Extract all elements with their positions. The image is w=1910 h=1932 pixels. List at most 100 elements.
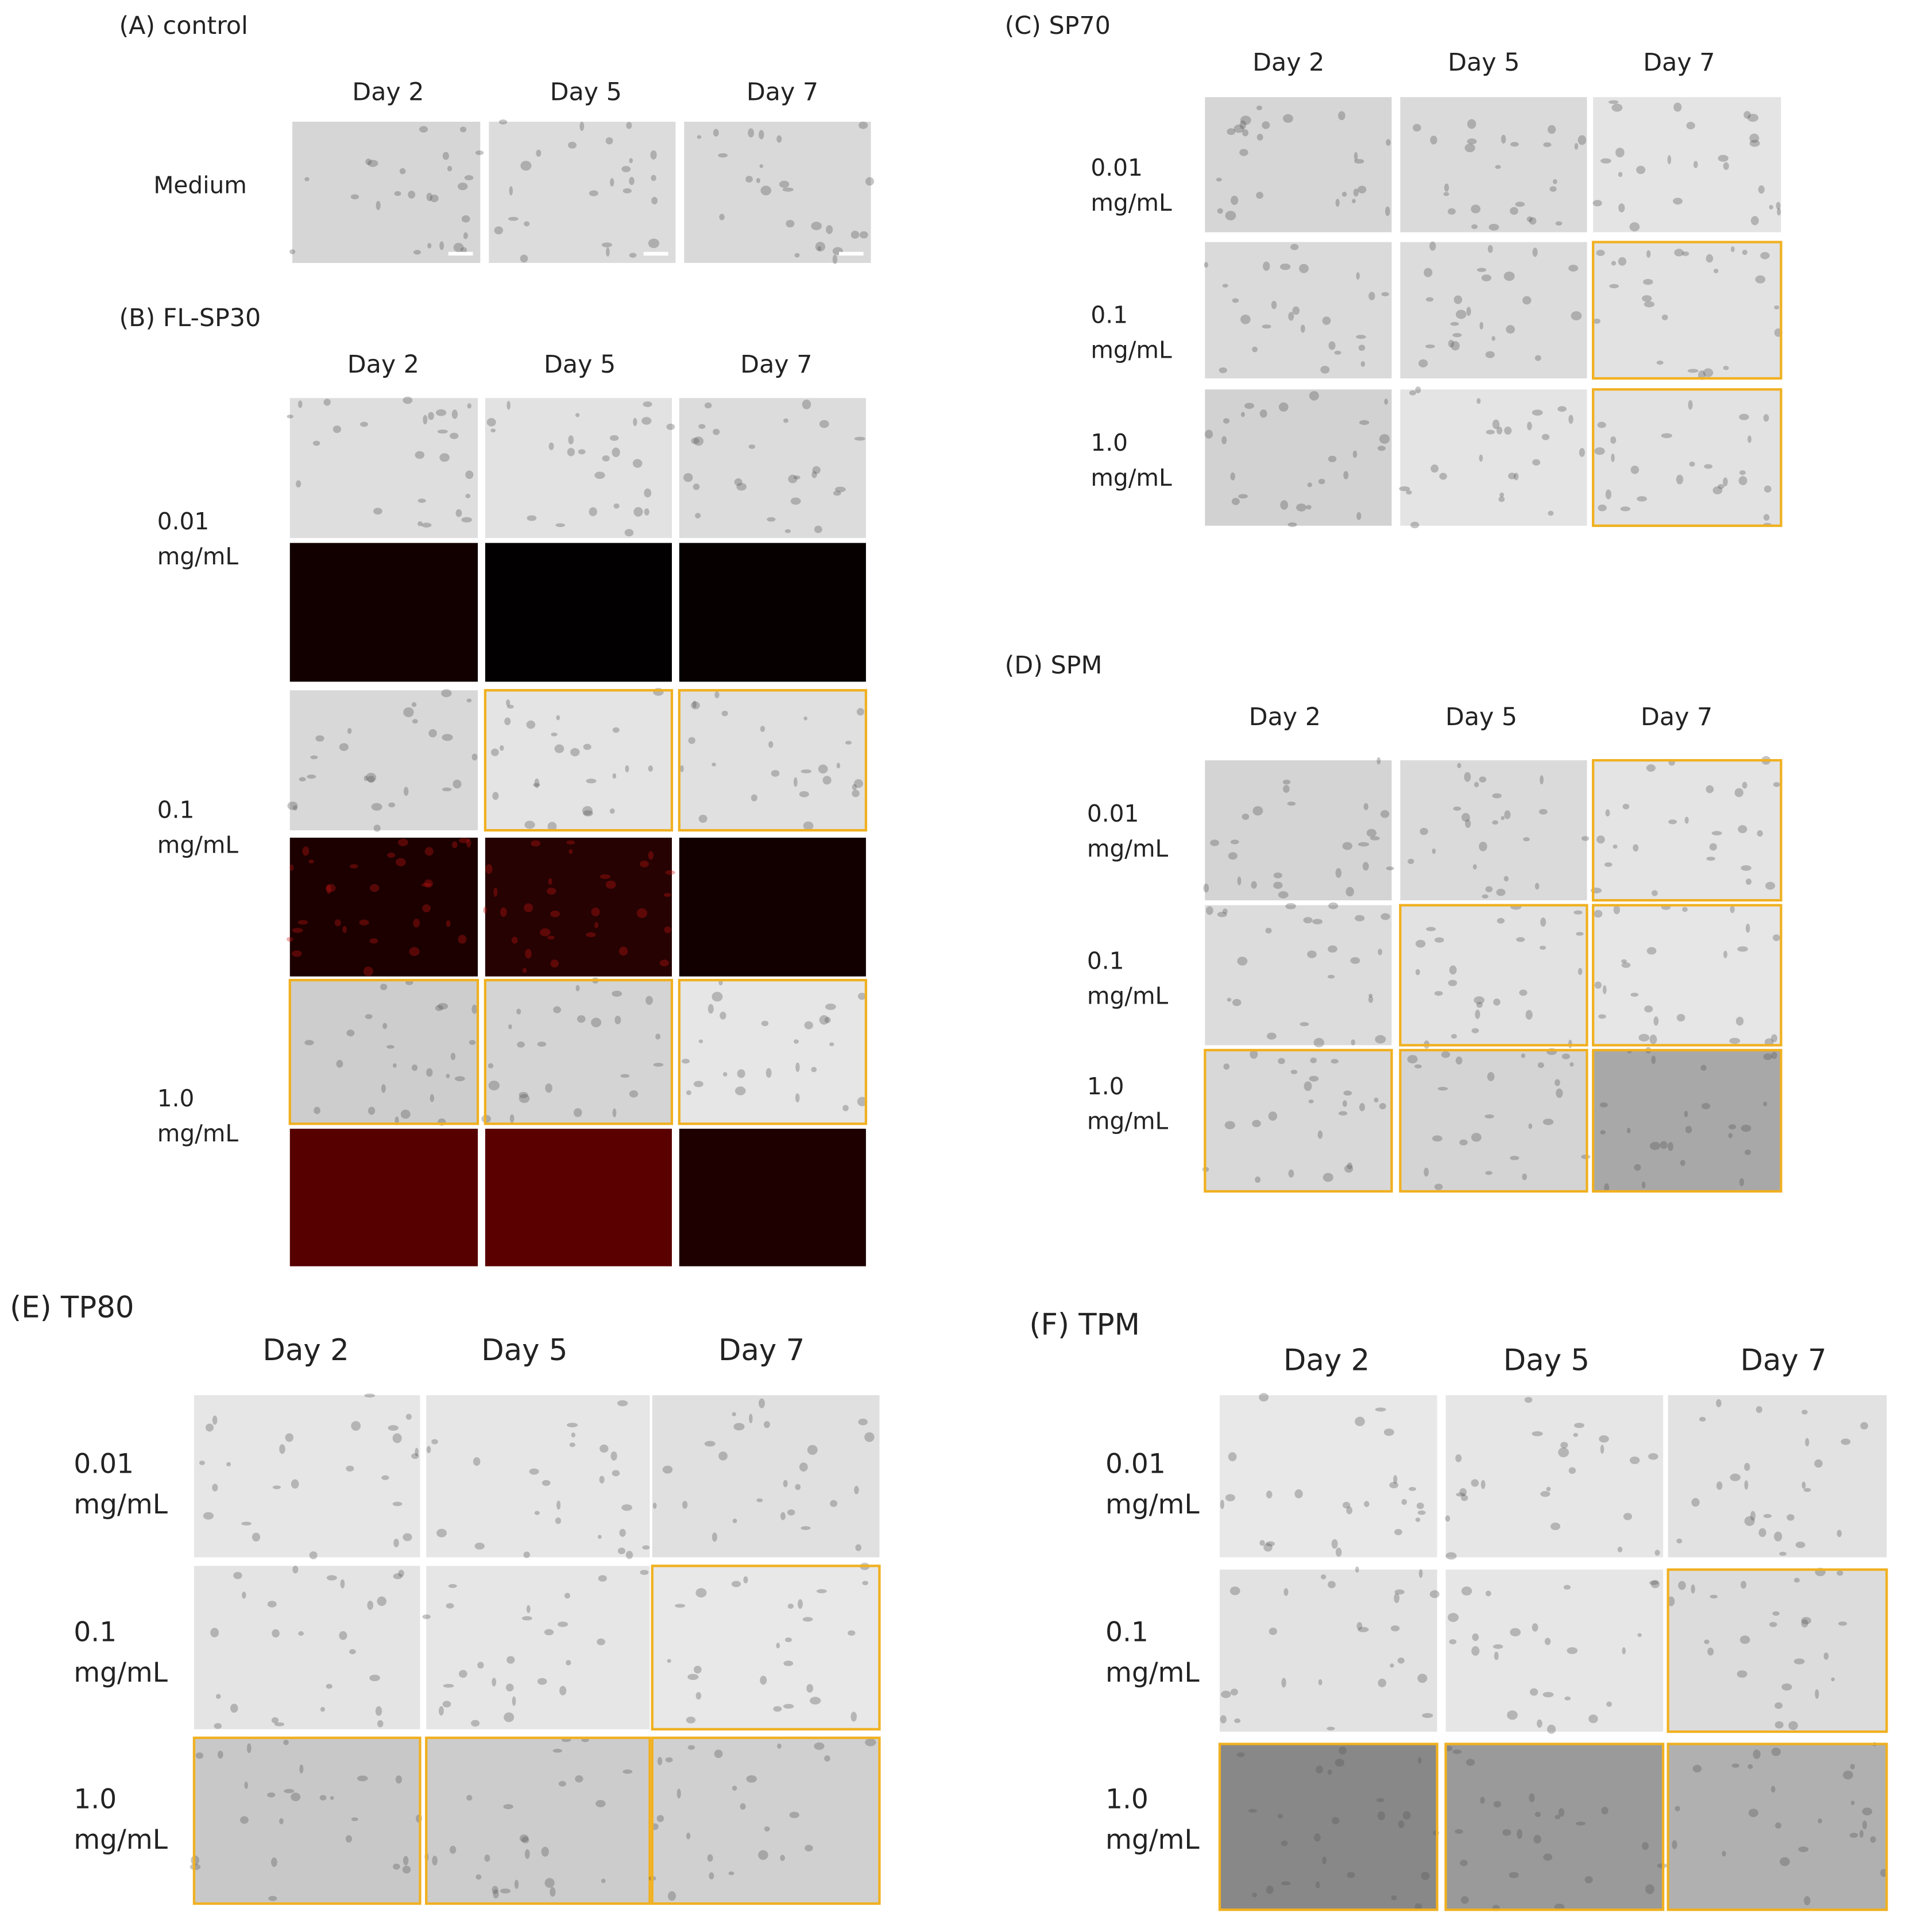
cell	[1691, 1498, 1700, 1507]
cell	[1841, 1438, 1851, 1445]
cell	[1594, 981, 1602, 989]
cell	[1649, 1141, 1661, 1150]
cell	[1540, 917, 1546, 927]
cell	[1509, 1872, 1519, 1879]
cell	[794, 1039, 799, 1044]
cell	[1710, 1594, 1718, 1599]
cell	[233, 1571, 242, 1579]
cell	[1780, 1857, 1790, 1867]
cell	[1499, 492, 1505, 498]
cell	[1492, 419, 1500, 429]
cell	[466, 1795, 473, 1801]
cell	[1651, 890, 1658, 896]
cell	[1504, 427, 1512, 435]
cell	[566, 1660, 571, 1666]
cell	[1343, 471, 1349, 479]
cell	[363, 966, 373, 977]
cell	[1273, 872, 1282, 878]
cell	[1556, 1088, 1563, 1098]
cell	[1331, 1059, 1339, 1064]
cell	[555, 1517, 562, 1524]
cell	[1772, 1611, 1780, 1616]
micrograph	[1219, 1569, 1437, 1732]
cell	[1445, 1515, 1451, 1522]
cell	[332, 425, 342, 433]
row-label: 0.01	[1087, 800, 1139, 827]
cell	[1327, 1769, 1332, 1775]
cell	[1676, 474, 1684, 485]
row-label: mg/mL	[157, 831, 239, 858]
cell	[1744, 1462, 1750, 1471]
cell	[1310, 1057, 1317, 1063]
cell	[1359, 420, 1370, 425]
cell	[1547, 1724, 1556, 1734]
panel-title: (E) TP80	[10, 1290, 134, 1325]
cell	[1843, 1770, 1853, 1780]
cell	[1355, 1416, 1365, 1427]
cell	[1250, 1050, 1258, 1059]
cell	[1642, 278, 1653, 285]
cell	[1598, 504, 1607, 512]
cell	[1716, 1399, 1722, 1407]
cell	[453, 779, 462, 789]
cell	[1338, 1111, 1348, 1116]
highlight-frame	[1592, 388, 1783, 527]
cell	[623, 1769, 633, 1774]
micrograph	[426, 1566, 650, 1729]
highlight-frame	[1444, 1743, 1665, 1911]
cell	[1397, 1658, 1405, 1664]
cell	[1341, 191, 1347, 197]
cell	[783, 1660, 794, 1666]
cell	[1227, 997, 1232, 1002]
cell	[614, 1015, 621, 1025]
cell	[759, 164, 764, 168]
cell	[629, 1090, 639, 1098]
cell	[657, 1757, 663, 1765]
cell	[822, 776, 832, 785]
cell	[508, 1024, 512, 1029]
cell	[1415, 1517, 1421, 1522]
cell	[271, 1857, 277, 1867]
cell	[1502, 1829, 1511, 1836]
micrograph	[679, 690, 866, 831]
cell	[1862, 1807, 1873, 1815]
cell	[629, 158, 633, 164]
cell	[1823, 1652, 1829, 1660]
cell	[1285, 903, 1296, 909]
cell	[1629, 222, 1640, 231]
cell	[597, 1638, 605, 1646]
cell	[428, 412, 434, 420]
cell	[1288, 1169, 1294, 1178]
cell	[326, 1575, 337, 1581]
micrograph	[426, 1737, 650, 1904]
cell	[1581, 1154, 1591, 1159]
cell	[1308, 1099, 1314, 1104]
cell	[1471, 204, 1481, 214]
cell	[783, 1703, 794, 1709]
cell	[244, 1782, 248, 1789]
cell	[412, 719, 418, 724]
cell	[377, 1596, 386, 1606]
cell	[1256, 192, 1263, 199]
cell	[1618, 172, 1623, 177]
cell	[461, 517, 472, 523]
cell	[484, 1854, 490, 1862]
day-label: Day 2	[1252, 48, 1324, 77]
cell	[712, 762, 716, 766]
cell	[734, 478, 743, 486]
cell	[544, 1877, 555, 1888]
cell	[564, 1593, 571, 1599]
cell	[1263, 261, 1270, 271]
cell	[1763, 1053, 1773, 1060]
cell	[1391, 1895, 1397, 1900]
cell	[858, 1418, 868, 1426]
cell	[1256, 133, 1263, 141]
cell	[1745, 1149, 1752, 1155]
cell	[1222, 284, 1228, 288]
cell	[575, 413, 580, 417]
cell	[310, 755, 318, 760]
cell	[375, 1706, 382, 1716]
cell	[1650, 1579, 1660, 1589]
cell	[1741, 865, 1752, 871]
micrograph	[1400, 760, 1587, 901]
